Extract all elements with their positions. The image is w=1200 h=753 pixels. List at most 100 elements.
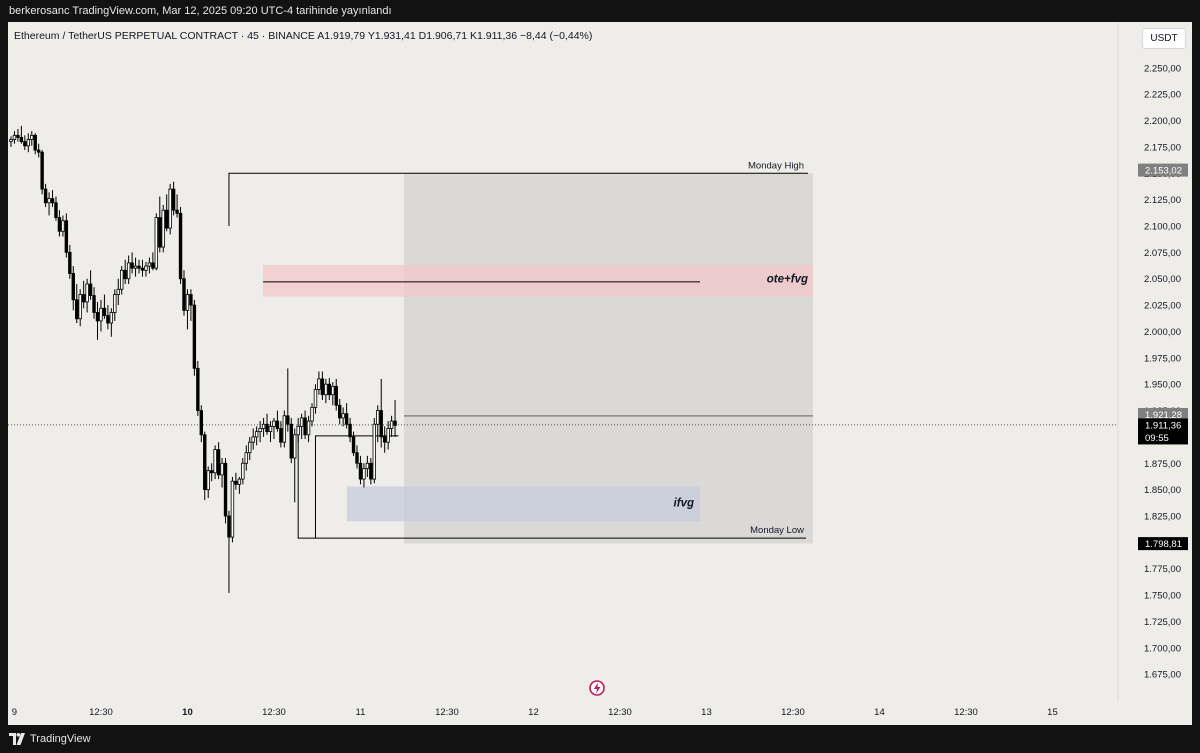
candle-body <box>241 462 245 480</box>
monday-high-label: Monday High <box>748 160 804 171</box>
candle-body <box>244 452 248 464</box>
candle-body <box>171 188 176 211</box>
candle <box>365 455 370 477</box>
candle-body <box>261 423 266 429</box>
candle <box>386 421 390 450</box>
candle <box>40 150 44 195</box>
candle-body <box>178 212 183 280</box>
candle <box>57 210 62 237</box>
candle-body <box>331 385 335 396</box>
candle-body <box>282 415 287 443</box>
candle-body <box>57 217 62 232</box>
candle-body <box>185 294 190 311</box>
candle <box>310 403 314 427</box>
candle <box>331 382 335 406</box>
candle <box>213 445 217 480</box>
monday-low-line <box>297 431 806 539</box>
candle <box>92 287 96 319</box>
candle-body <box>85 283 89 303</box>
candle <box>196 360 200 416</box>
price-badge-bg <box>1138 537 1188 551</box>
ifvg-label: ifvg <box>674 497 694 509</box>
chart-panel[interactable]: Monday High Monday Low ote+fvg ifvg 2.250,00… <box>8 22 1192 725</box>
candle-body <box>248 441 252 454</box>
x-tick-label: 12:30 <box>954 707 978 718</box>
candle <box>268 421 273 443</box>
prev-price-badge: 1.921,28 <box>1138 407 1188 421</box>
candle-body <box>126 262 131 280</box>
chart-canvas[interactable]: Monday High Monday Low ote+fvg ifvg 2.250,00… <box>8 22 1192 725</box>
candle-body <box>43 188 48 204</box>
candle-body <box>303 417 307 436</box>
candle <box>341 407 345 427</box>
candle <box>234 472 238 490</box>
candle-body <box>199 410 203 436</box>
candle-body <box>68 251 72 274</box>
candle-body <box>78 294 82 320</box>
currency-selector-button[interactable]: USDT <box>1142 28 1186 49</box>
candle-body <box>203 434 207 491</box>
candle-body <box>106 315 110 324</box>
candle <box>199 405 203 443</box>
y-tick-label: 1.975,00 <box>1144 353 1181 364</box>
candle-body <box>372 423 376 480</box>
candle-body <box>272 420 276 427</box>
candle-body <box>313 389 318 408</box>
candle <box>275 410 280 432</box>
ote-fvg-label: ote+fvg <box>767 274 808 286</box>
y-tick-label: 1.775,00 <box>1144 564 1181 575</box>
candle <box>71 266 75 311</box>
candle-body <box>64 220 69 253</box>
candle <box>313 384 318 414</box>
candle <box>120 266 124 295</box>
candle <box>393 400 397 437</box>
candle <box>223 458 228 524</box>
candle <box>376 405 380 443</box>
candle <box>123 259 127 284</box>
candle-body <box>216 449 221 476</box>
candle-body <box>327 383 332 396</box>
candle <box>254 426 259 446</box>
candle <box>203 431 207 501</box>
candle-body <box>12 134 17 140</box>
candle <box>389 415 394 437</box>
price-badge-bg <box>1138 407 1188 421</box>
candle-body <box>175 209 179 214</box>
candle <box>61 215 65 237</box>
candle <box>362 463 366 488</box>
candle <box>75 284 79 324</box>
candle <box>241 458 245 485</box>
x-tick-label: 11 <box>356 707 366 718</box>
candle-body <box>26 139 30 147</box>
candle <box>258 421 262 443</box>
y-tick-label: 1.875,00 <box>1144 459 1181 470</box>
candle <box>327 377 332 400</box>
candle <box>358 455 363 485</box>
candle <box>12 131 17 144</box>
candle <box>137 259 141 274</box>
candle <box>303 410 307 440</box>
candle-body <box>61 220 65 232</box>
candle <box>182 270 186 316</box>
y-tick-label: 1.825,00 <box>1144 512 1181 523</box>
candle-body <box>54 202 58 218</box>
candle <box>324 378 328 404</box>
price-badge-label: 1.921,28 <box>1145 410 1182 421</box>
current-price-badge: 1.911,36 09:55 <box>1138 418 1188 445</box>
candle <box>19 125 24 144</box>
price-badge-bg <box>1138 418 1188 445</box>
session-bracket-line <box>314 435 399 539</box>
ifvg-zone <box>347 486 700 522</box>
candle-body <box>341 413 345 419</box>
monday-low-label: Monday Low <box>750 525 804 536</box>
candle-body <box>196 367 200 411</box>
candle <box>171 181 176 216</box>
candle-body <box>88 283 93 297</box>
candle-body <box>116 288 120 295</box>
candle-body <box>334 385 338 406</box>
candle <box>144 261 148 277</box>
y-tick-label: 1.950,00 <box>1144 380 1181 391</box>
candle <box>227 510 231 593</box>
candle <box>113 289 117 321</box>
candle <box>299 413 304 440</box>
